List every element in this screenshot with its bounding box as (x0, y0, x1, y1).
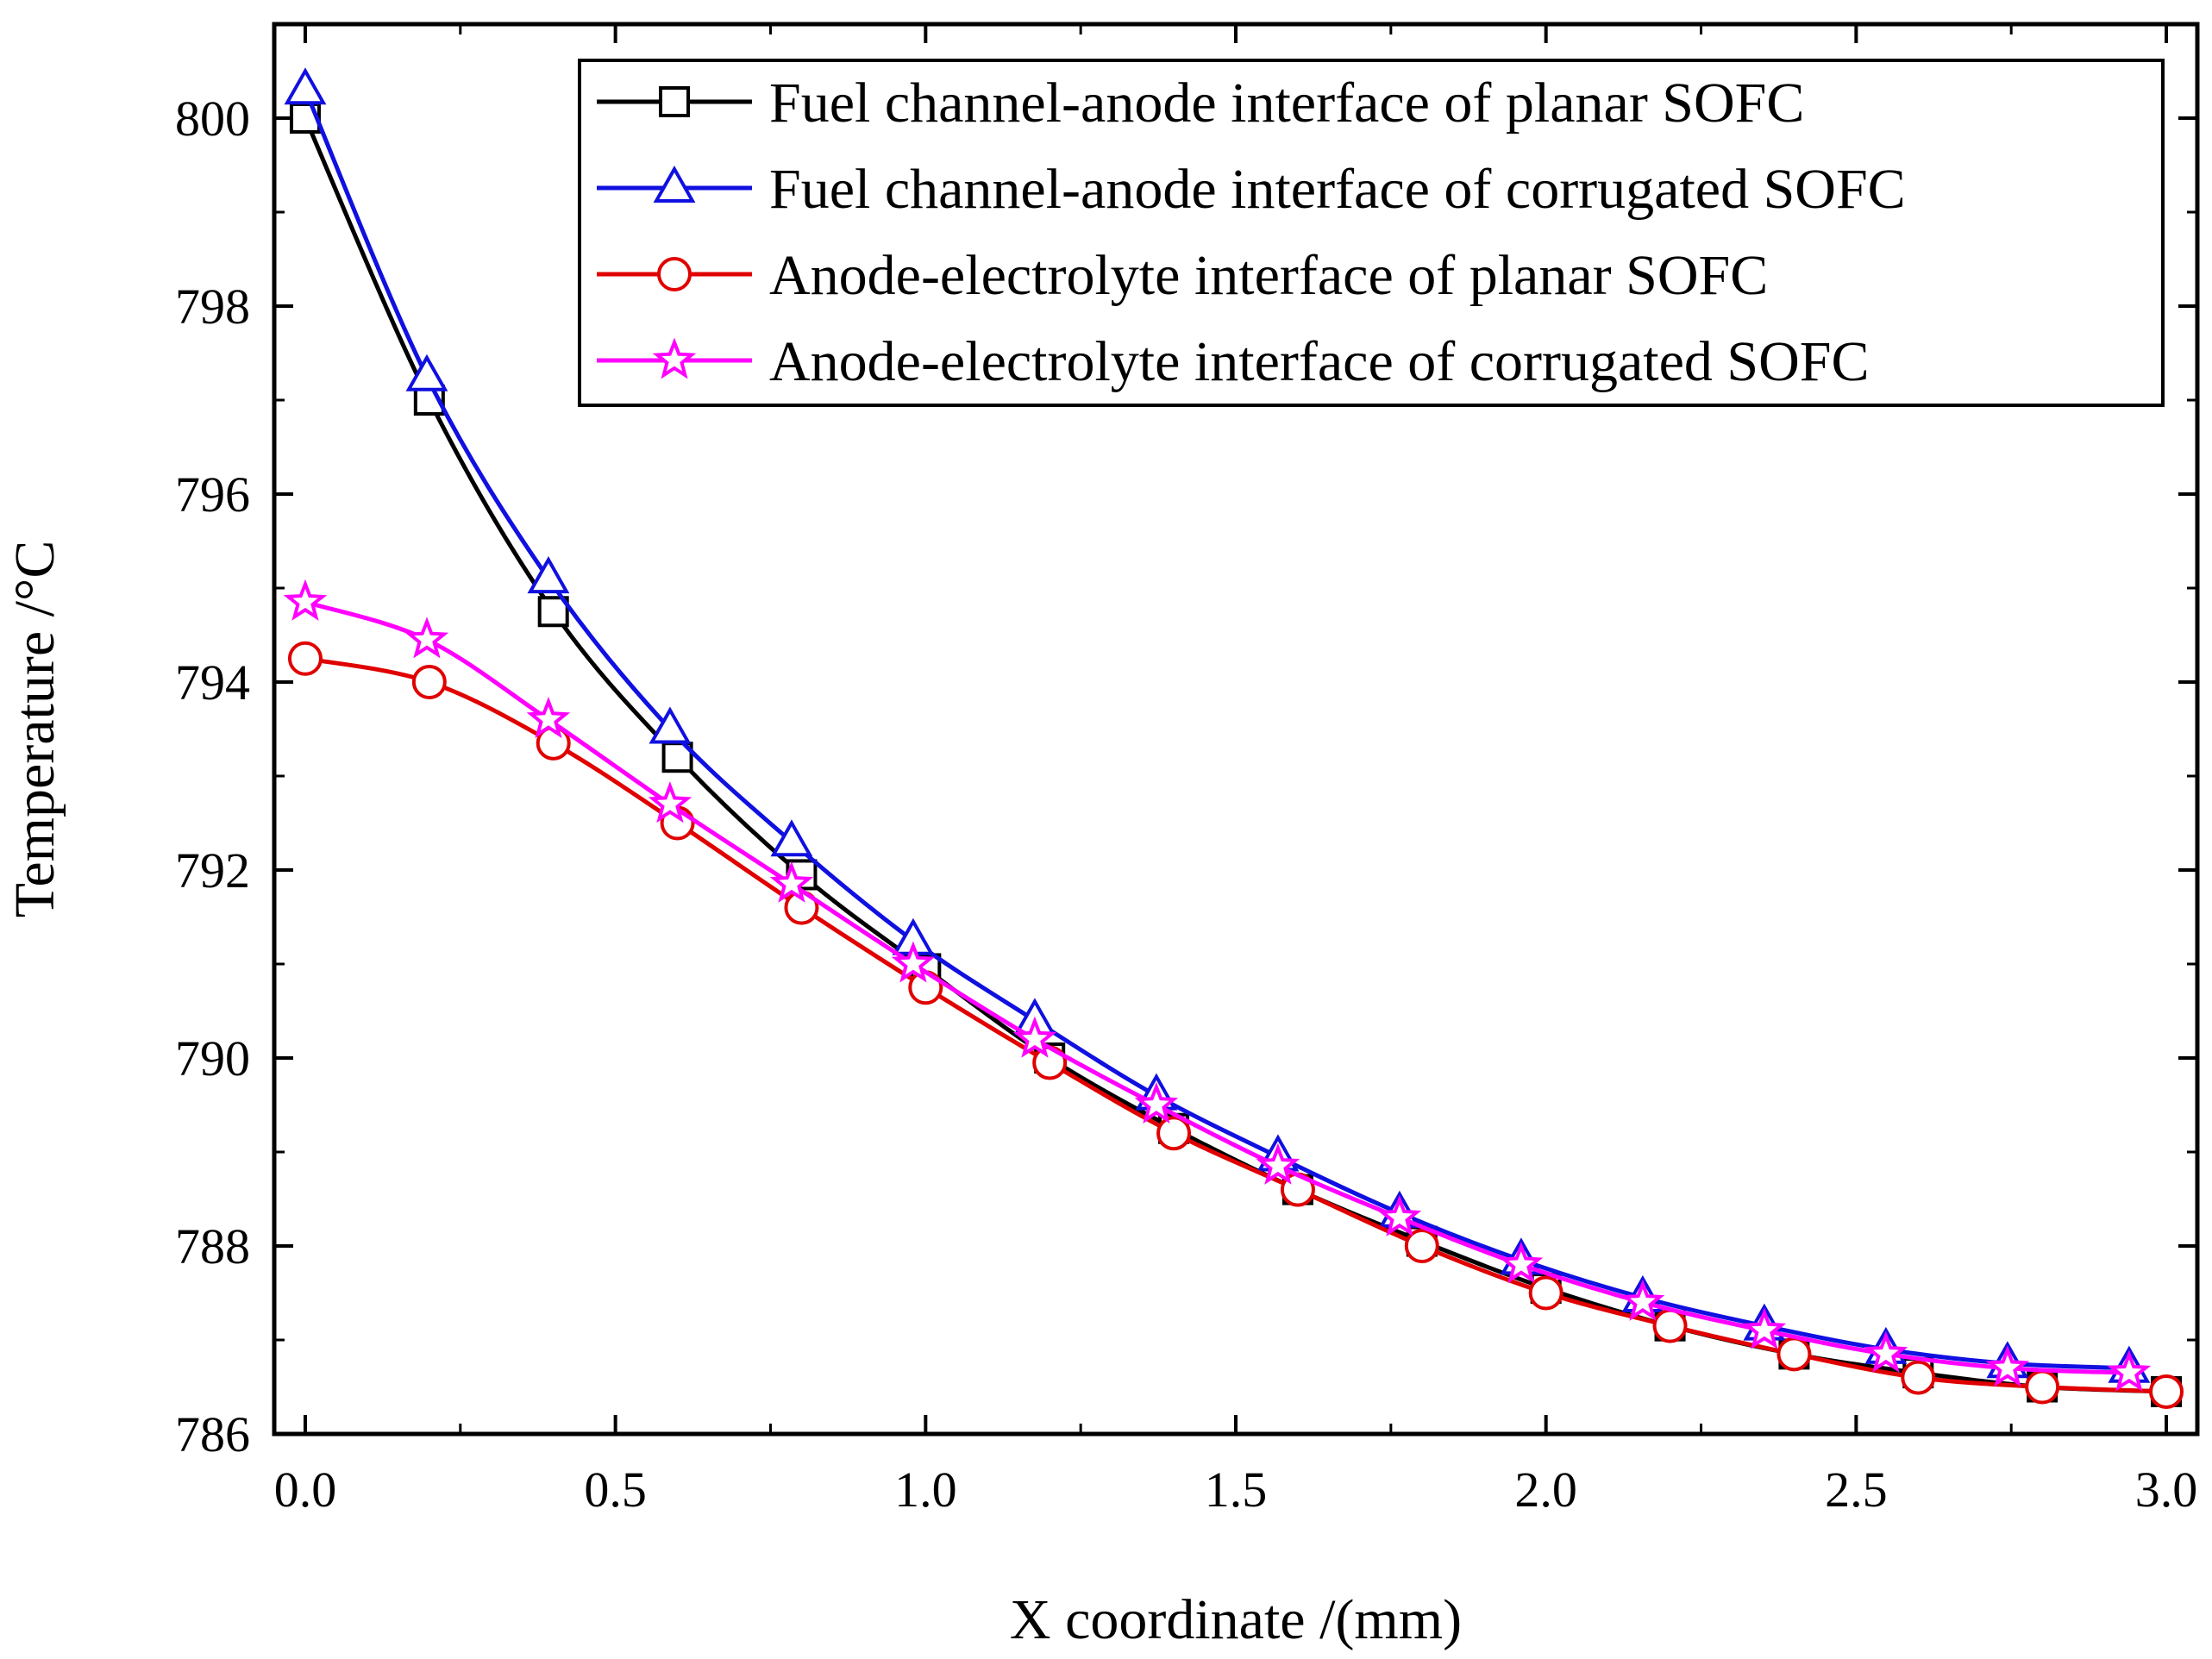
legend-label: Fuel channel-anode interface of corrugat… (769, 158, 1906, 221)
series-layer (283, 67, 2184, 1409)
axis-layer: 0.0 0.5 1.0 1.5 2.0 2.5 3.0 786 788 790 792 794 796 7… (175, 24, 2197, 1518)
data-point-star (1985, 1345, 2030, 1387)
data-point-star (1134, 1081, 1179, 1124)
data-point-triangle (527, 556, 570, 594)
data-point-star (891, 941, 936, 983)
series-line (304, 656, 2167, 1394)
y-tick-label: 788 (175, 1218, 250, 1274)
series-line (304, 599, 2130, 1375)
x-tick-label: 2.0 (1514, 1462, 1577, 1518)
legend-marker-star (652, 337, 697, 379)
y-tick-label: 792 (175, 842, 250, 898)
legend-marker-circle (657, 257, 692, 291)
data-point-circle (1776, 1337, 1812, 1372)
legend-item: Anode-electrolyte interface of corrugate… (597, 330, 1870, 393)
data-point-circle (2149, 1374, 2184, 1409)
data-point-circle (1901, 1360, 1936, 1395)
data-point-star (526, 697, 571, 739)
data-point-square (661, 742, 693, 773)
data-point-star (1620, 1279, 1665, 1321)
legend-marker-square (659, 86, 690, 117)
legend-item: Anode-electrolyte interface of planar SO… (597, 244, 1768, 307)
data-point-triangle (649, 706, 692, 744)
legend: Fuel channel-anode interface of planar S… (578, 59, 2165, 407)
data-point-circle (2025, 1369, 2060, 1405)
data-point-circle (411, 665, 447, 699)
data-point-star (2107, 1349, 2152, 1392)
legend-label: Anode-electrolyte interface of corrugate… (769, 330, 1870, 393)
data-point-star (1742, 1307, 1787, 1349)
data-point-star (648, 781, 692, 823)
y-tick-label: 796 (175, 466, 250, 523)
data-point-square (537, 596, 569, 628)
legend-label: Anode-electrolyte interface of planar SO… (769, 244, 1768, 307)
data-point-star (1377, 1194, 1422, 1236)
data-point-star (1256, 1143, 1300, 1185)
x-tick-label: 3.0 (2135, 1462, 2198, 1518)
data-point-circle (1652, 1308, 1688, 1343)
data-point-circle (1156, 1116, 1192, 1151)
y-tick-label: 800 (175, 91, 250, 147)
data-point-star (1012, 1016, 1057, 1058)
legend-item: Fuel channel-anode interface of planar S… (597, 72, 1804, 135)
legend-marker-triangle (653, 165, 696, 203)
x-tick-label: 0.0 (274, 1462, 337, 1518)
data-point-star (283, 579, 328, 621)
data-point-star (1499, 1242, 1544, 1284)
y-axis-title: Temperature /°C (3, 541, 66, 918)
data-point-circle (1404, 1229, 1439, 1263)
data-point-circle (287, 641, 323, 676)
legend-label: Fuel channel-anode interface of planar S… (769, 72, 1804, 135)
data-point-triangle (284, 67, 327, 105)
y-tick-label: 786 (175, 1406, 250, 1462)
x-tick-label: 2.5 (1825, 1462, 1888, 1518)
data-point-star (404, 617, 449, 659)
y-tick-label: 794 (175, 654, 250, 711)
legend-item: Fuel channel-anode interface of corrugat… (597, 158, 1906, 221)
series-4 (283, 579, 2152, 1392)
data-point-triangle (770, 819, 813, 857)
x-tick-label: 1.5 (1205, 1462, 1268, 1518)
data-point-star (1864, 1330, 1908, 1373)
series-3 (287, 641, 2184, 1409)
x-axis-title: X coordinate /(mm) (1010, 1588, 1462, 1651)
y-tick-label: 790 (175, 1030, 250, 1086)
data-point-star (769, 861, 814, 903)
data-point-circle (1528, 1275, 1563, 1311)
legend-box (578, 59, 2165, 407)
data-point-triangle (405, 354, 448, 391)
y-tick-label: 798 (175, 279, 250, 335)
x-tick-label: 0.5 (584, 1462, 647, 1518)
x-tick-label: 1.0 (894, 1462, 957, 1518)
